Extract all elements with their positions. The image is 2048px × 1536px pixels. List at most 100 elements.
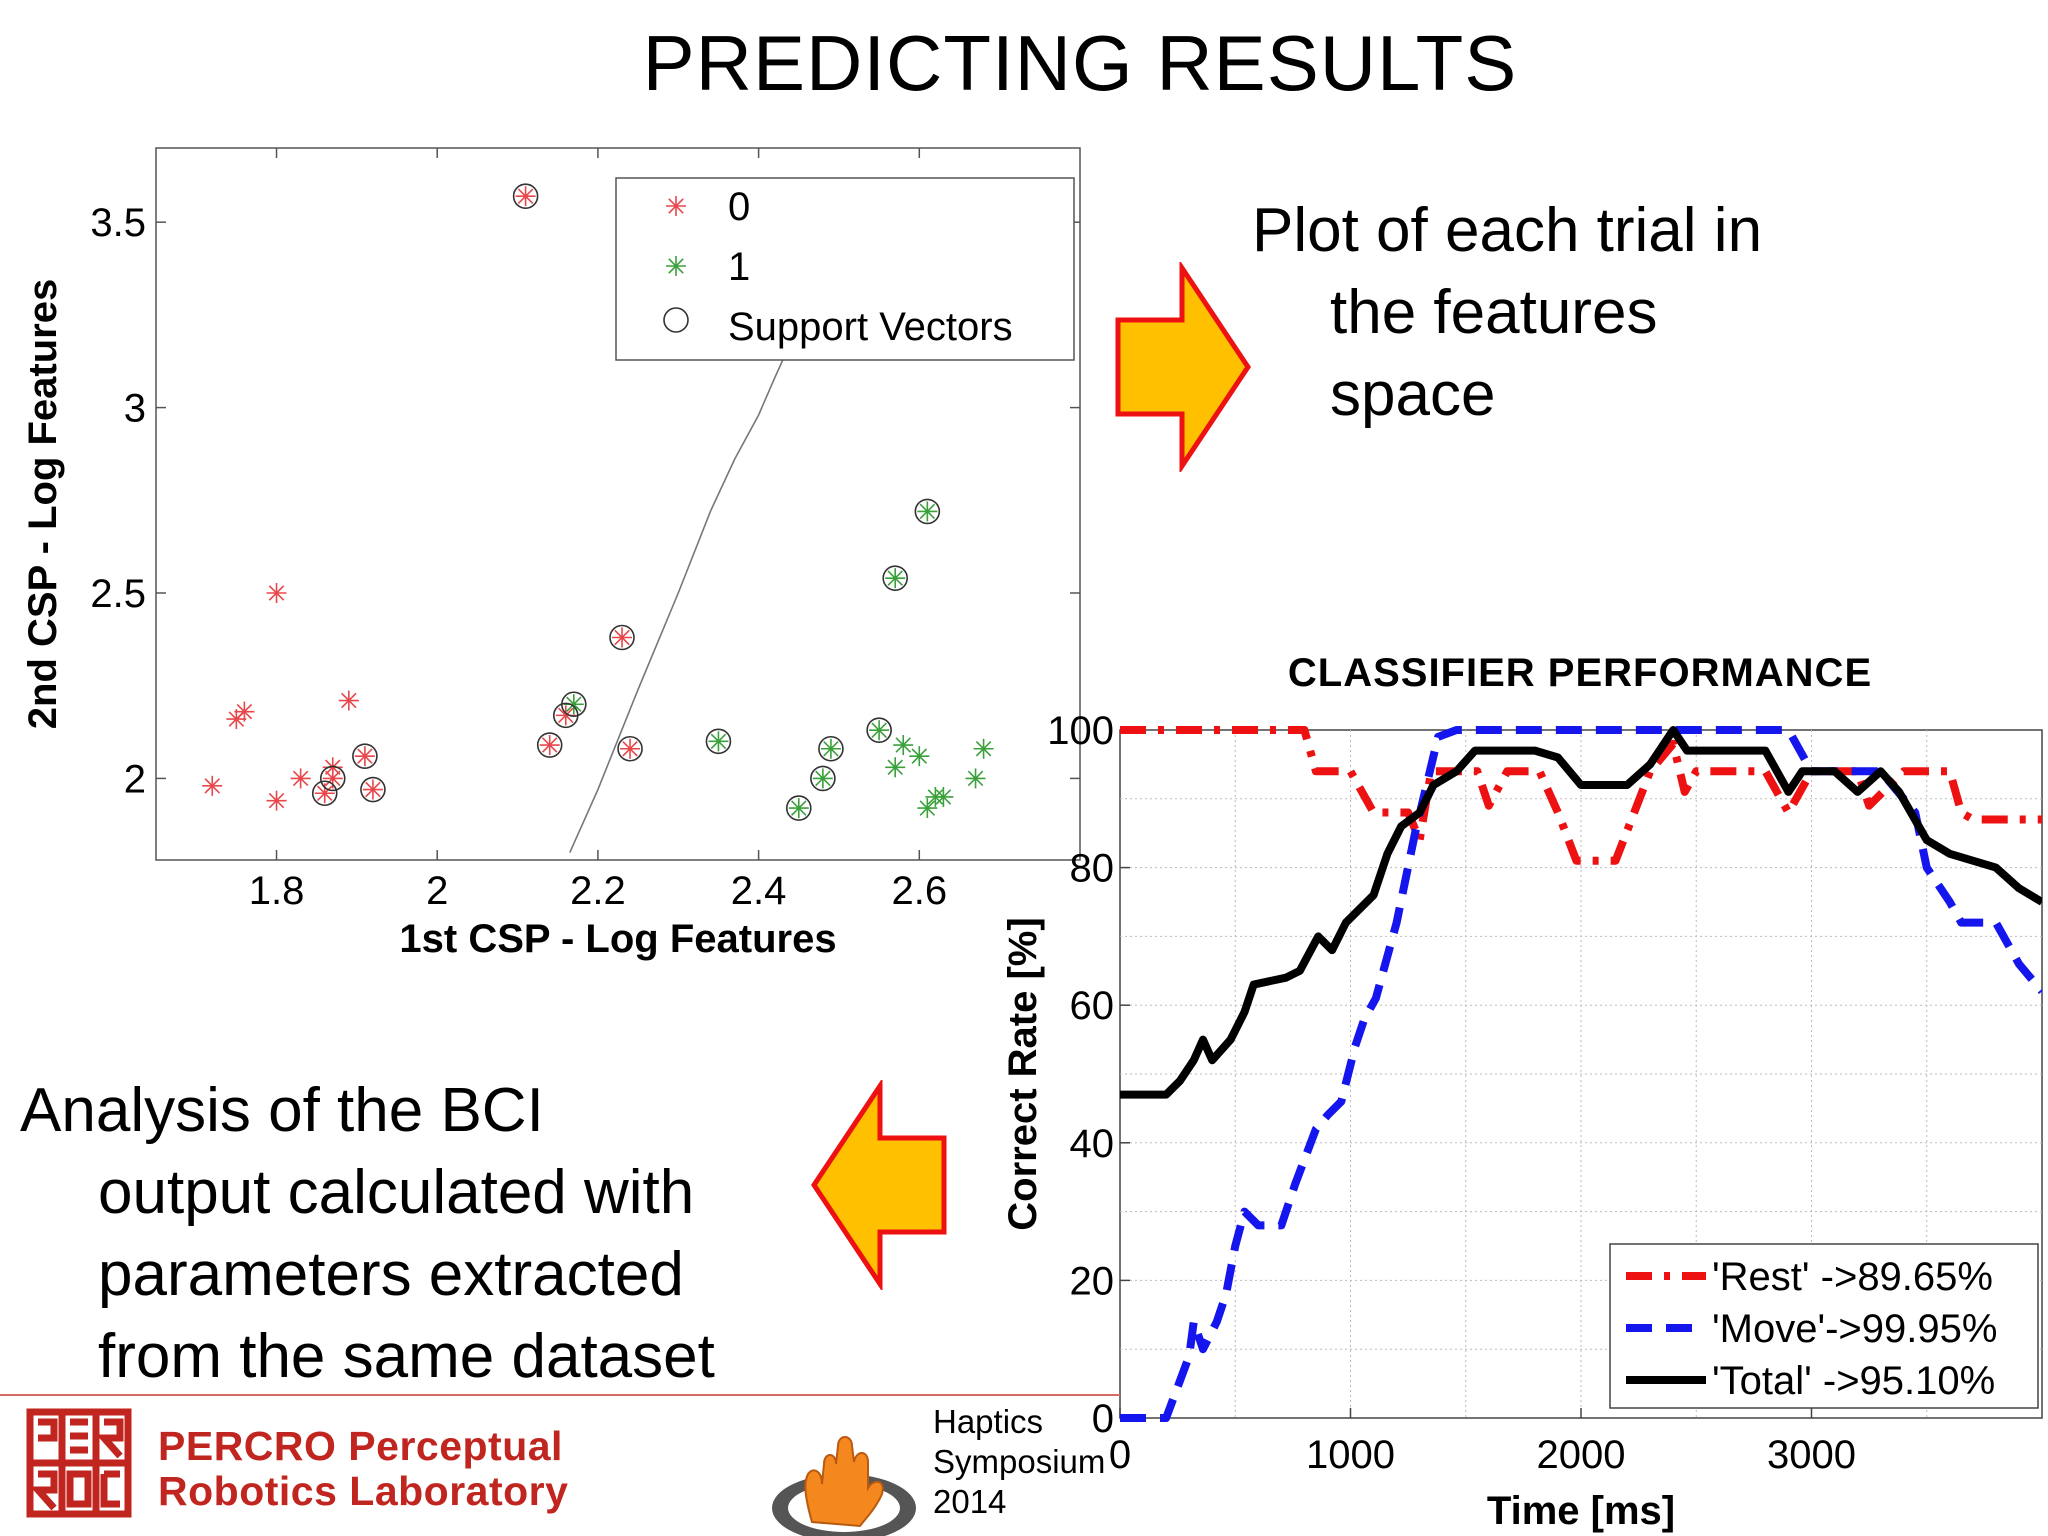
scatter-point-class-1	[708, 731, 729, 752]
bullet-line: space	[1330, 360, 1496, 429]
y-tick-label: 40	[1070, 1122, 1115, 1166]
x-tick-label: 2.2	[570, 869, 626, 913]
haptics-symposium-text: Haptics Symposium 2014	[933, 1402, 1105, 1522]
legend-marker-1	[666, 256, 686, 276]
feature-scatter-plot: 1.8 2 2.2 2.4 2.6 2 2.5 3 3.5 1st CSP - Log Featu…	[21, 147, 1081, 961]
support-vector-marker	[866, 717, 892, 744]
scatter-point-class-0	[362, 779, 383, 800]
scatter-point-class-1	[917, 501, 938, 522]
percro-logo-icon	[26, 1408, 132, 1518]
support-vector-marker	[705, 728, 732, 755]
x-tick-label: 2	[426, 869, 448, 913]
footer-divider	[0, 1394, 1120, 1396]
series-line-total	[1120, 726, 2042, 1099]
scatter-point-class-1	[885, 757, 906, 778]
support-vector-marker	[914, 498, 941, 525]
scatter-point-class-1	[965, 768, 986, 789]
bullet-line: Analysis of the BCI	[20, 1076, 544, 1145]
support-vector-marker	[609, 624, 635, 651]
bullet-line: from the same dataset	[98, 1322, 715, 1391]
scatter-point-class-0	[620, 738, 641, 759]
scatter-point-class-1	[820, 738, 841, 759]
scatter-point-class-1	[812, 768, 833, 789]
scatter-point-class-0	[314, 783, 335, 804]
logo-line: Robotics Laboratory	[158, 1468, 569, 1514]
legend-box	[615, 177, 1075, 361]
scatter-point-class-0	[354, 746, 375, 767]
legend-entry-label: 'Move'->99.95%	[1712, 1307, 1997, 1351]
legend-marker-0	[666, 196, 686, 216]
x-tick-label: 0	[1109, 1433, 1131, 1477]
y-axis-label: Correct Rate [%]	[1001, 917, 1045, 1230]
y-tick-label: 100	[1047, 709, 1114, 753]
scatter-point-class-0	[555, 705, 576, 726]
support-vector-marker	[810, 765, 836, 792]
x-tick-label: 1.8	[249, 869, 305, 913]
haptics-hand-logo-icon	[772, 1436, 916, 1536]
logo-line: PERCRO Perceptual	[158, 1423, 563, 1469]
scatter-point-class-0	[290, 768, 311, 789]
support-vector-marker	[311, 780, 338, 807]
scatter-point-class-1	[893, 735, 914, 756]
percro-logo-text: PERCRO Perceptual Robotics Laboratory	[158, 1424, 568, 1514]
scatter-point-class-1	[563, 694, 584, 715]
x-axis-label: 1st CSP - Log Features	[399, 917, 836, 961]
performance-legend: 'Rest' ->89.65% 'Move'->99.95% 'Total' ->9…	[1609, 1243, 2039, 1409]
support-vector-marker	[617, 735, 643, 762]
support-vector-marker	[512, 183, 539, 210]
x-tick-label: 2.4	[731, 869, 787, 913]
scatter-point-class-1	[973, 738, 994, 759]
legend-entry-label: 'Rest' ->89.65%	[1712, 1255, 1993, 1299]
classifier-performance-chart: CLASSIFIER PERFORMANCE 0 1000 2000 3000 0 20 40…	[1001, 651, 2043, 1533]
x-tick-label: 2000	[1537, 1433, 1626, 1477]
support-vector-marker	[536, 732, 563, 758]
scatter-point-class-1	[885, 568, 906, 589]
y-tick-label: 20	[1070, 1259, 1115, 1303]
scatter-point-class-0	[338, 690, 359, 711]
scatter-point-class-1	[933, 786, 954, 807]
legend-entry-label: 'Total' ->95.10%	[1712, 1359, 1995, 1403]
legend-entry-label: Support Vectors	[728, 305, 1013, 349]
series-line-rest	[1120, 726, 2042, 865]
y-tick-label: 80	[1070, 847, 1115, 891]
scatter-point-class-1	[788, 798, 809, 819]
x-tick-label: 1000	[1306, 1433, 1395, 1477]
left-arrow-icon	[810, 1080, 947, 1290]
support-vector-marker	[352, 743, 378, 769]
scatter-legend: 0 1 Support Vectors	[615, 177, 1075, 361]
scatter-point-class-0	[322, 757, 343, 778]
legend-marker-support-vectors	[663, 307, 689, 333]
bullet-feature-plot: Plot of each trial in the features space	[1252, 190, 2012, 436]
scatter-point-class-0	[234, 701, 255, 722]
y-tick-label: 2	[124, 757, 146, 801]
bullet-line: Plot of each trial in	[1252, 196, 1763, 265]
scatter-point-class-0	[266, 790, 287, 811]
y-tick-label: 3	[124, 387, 146, 431]
x-tick-label: 3000	[1767, 1433, 1856, 1477]
support-vector-marker	[319, 765, 346, 792]
support-vector-marker	[561, 691, 587, 718]
event-line: Symposium	[933, 1443, 1106, 1480]
event-line: Haptics	[933, 1403, 1044, 1440]
right-arrow-icon	[1115, 262, 1252, 472]
x-tick-label: 2.6	[891, 869, 947, 913]
decision-boundary-line	[569, 333, 796, 853]
support-vector-marker	[818, 735, 844, 762]
bullet-line: parameters extracted	[98, 1240, 684, 1309]
scatter-point-class-1	[917, 798, 938, 819]
scatter-point-class-0	[202, 775, 223, 796]
support-vector-marker	[360, 776, 386, 803]
event-line: 2014	[933, 1483, 1007, 1520]
scatter-point-class-0	[266, 583, 287, 603]
scatter-point-class-0	[612, 627, 633, 648]
support-vector-marker	[882, 565, 909, 591]
series-lines	[1120, 726, 2042, 1422]
bullet-line: the features	[1330, 278, 1658, 347]
series-line-move	[1120, 726, 2042, 1422]
y-tick-label: 0	[1092, 1397, 1114, 1441]
scatter-point-class-0	[539, 735, 560, 756]
y-tick-label: 3.5	[90, 201, 146, 245]
x-axis-label: Time [ms]	[1487, 1489, 1675, 1533]
bullet-bci-analysis: Analysis of the BCI output calculated wi…	[20, 1070, 820, 1398]
y-tick-label: 2.5	[90, 572, 146, 616]
